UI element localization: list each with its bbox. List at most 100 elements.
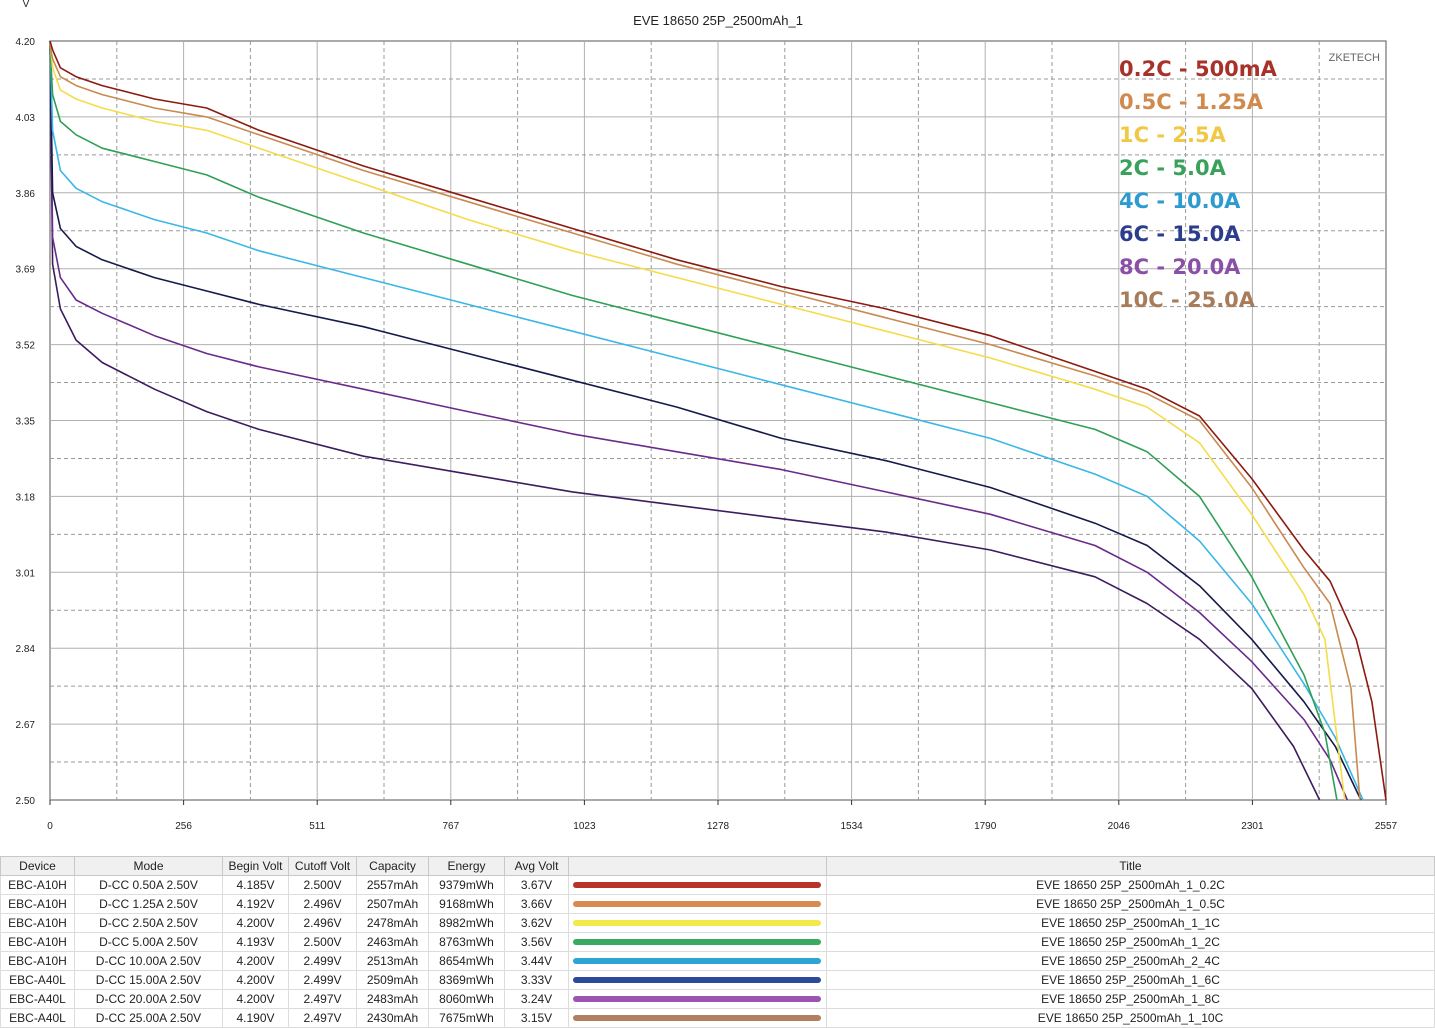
cell-avg-volt: 3.62V [504, 913, 569, 933]
cell-device: EBC-A40L [0, 970, 75, 990]
x-tick-label: 256 [175, 821, 192, 832]
y-tick-label: 3.52 [16, 341, 36, 352]
series-line [49, 40, 1364, 801]
cell-begin-volt: 4.192V [222, 894, 289, 914]
cell-device: EBC-A10H [0, 932, 75, 952]
series-line [49, 40, 1362, 801]
cell-device: EBC-A10H [0, 951, 75, 971]
cell-mode: D-CC 15.00A 2.50V [74, 970, 223, 990]
cell-energy: 8369mWh [428, 970, 505, 990]
cell-energy: 8982mWh [428, 913, 505, 933]
cell-cutoff-volt: 2.497V [288, 1008, 357, 1028]
legend-entry: 1C - 2.5A [1119, 123, 1227, 147]
table-row[interactable]: EBC-A10H D-CC 0.50A 2.50V 4.185V 2.500V 2557… [0, 875, 1435, 895]
table-row[interactable]: EBC-A40L D-CC 20.00A 2.50V 4.200V 2.497V 248… [0, 989, 1435, 1009]
cell-color [568, 1008, 827, 1028]
x-tick-label: 2046 [1108, 821, 1131, 832]
cell-color [568, 951, 827, 971]
table-row[interactable]: EBC-A40L D-CC 25.00A 2.50V 4.190V 2.497V 243… [0, 1008, 1435, 1028]
cell-capacity: 2430mAh [356, 1008, 429, 1028]
cell-energy: 9379mWh [428, 875, 505, 895]
watermark-text: ZKETECH [1329, 52, 1380, 64]
legend-entry: 8C - 20.0A [1119, 255, 1241, 279]
series-line [49, 40, 1349, 801]
cell-mode: D-CC 10.00A 2.50V [74, 951, 223, 971]
cell-mode: D-CC 20.00A 2.50V [74, 989, 223, 1009]
table-row[interactable]: EBC-A10H D-CC 10.00A 2.50V 4.200V 2.499V 251… [0, 951, 1435, 971]
x-tick-label: 2301 [1241, 821, 1264, 832]
series-line [49, 45, 1361, 801]
cell-capacity: 2507mAh [356, 894, 429, 914]
series-line [49, 45, 1338, 801]
cell-capacity: 2463mAh [356, 932, 429, 952]
cell-cutoff-volt: 2.499V [288, 951, 357, 971]
table-row[interactable]: EBC-A10H D-CC 1.25A 2.50V 4.192V 2.496V 2507… [0, 894, 1435, 914]
header-energy[interactable]: Energy [428, 856, 505, 876]
cell-cutoff-volt: 2.499V [288, 970, 357, 990]
cell-title: EVE 18650 25P_2500mAh_1_8C [826, 989, 1435, 1009]
series-color-swatch [573, 996, 821, 1002]
y-tick-label: 4.03 [16, 113, 36, 124]
cell-begin-volt: 4.193V [222, 932, 289, 952]
legend-entry: 0.2C - 500mA [1119, 57, 1278, 81]
y-tick-label: 3.69 [16, 265, 36, 276]
cell-capacity: 2483mAh [356, 989, 429, 1009]
legend-entry: 4C - 10.0A [1119, 189, 1241, 213]
header-color[interactable] [568, 856, 827, 876]
cell-capacity: 2478mAh [356, 913, 429, 933]
table-body: EBC-A10H D-CC 0.50A 2.50V 4.185V 2.500V 2557… [0, 875, 1435, 1028]
x-tick-label: 1023 [573, 821, 596, 832]
header-capacity[interactable]: Capacity [356, 856, 429, 876]
cell-begin-volt: 4.200V [222, 951, 289, 971]
x-tick-label: 0 [47, 821, 53, 832]
cell-energy: 8654mWh [428, 951, 505, 971]
cell-mode: D-CC 5.00A 2.50V [74, 932, 223, 952]
cell-title: EVE 18650 25P_2500mAh_1_10C [826, 1008, 1435, 1028]
cell-title: EVE 18650 25P_2500mAh_1_6C [826, 970, 1435, 990]
header-cutoff-volt[interactable]: Cutoff Volt [288, 856, 357, 876]
table-row[interactable]: EBC-A40L D-CC 15.00A 2.50V 4.200V 2.499V 250… [0, 970, 1435, 990]
y-tick-label: 3.35 [16, 417, 36, 428]
cell-color [568, 970, 827, 990]
y-tick-label: 3.01 [16, 568, 36, 579]
cell-device: EBC-A10H [0, 913, 75, 933]
series-color-swatch [573, 882, 821, 888]
cell-mode: D-CC 2.50A 2.50V [74, 913, 223, 933]
series-color-swatch [573, 1015, 821, 1021]
y-tick-label: 2.67 [16, 720, 36, 731]
results-table: Device Mode Begin Volt Cutoff Volt Capac… [0, 856, 1435, 1028]
header-device[interactable]: Device [0, 856, 75, 876]
cell-begin-volt: 4.200V [222, 913, 289, 933]
cell-begin-volt: 4.190V [222, 1008, 289, 1028]
legend-entry: 6C - 15.0A [1119, 222, 1241, 246]
cell-cutoff-volt: 2.496V [288, 913, 357, 933]
cell-title: EVE 18650 25P_2500mAh_1_2C [826, 932, 1435, 952]
cell-color [568, 913, 827, 933]
cell-energy: 7675mWh [428, 1008, 505, 1028]
header-begin-volt[interactable]: Begin Volt [222, 856, 289, 876]
series-line [49, 40, 1321, 801]
table-row[interactable]: EBC-A10H D-CC 5.00A 2.50V 4.193V 2.500V 2463… [0, 932, 1435, 952]
cell-energy: 8763mWh [428, 932, 505, 952]
cell-color [568, 894, 827, 914]
header-title[interactable]: Title [826, 856, 1435, 876]
header-avg-volt[interactable]: Avg Volt [504, 856, 569, 876]
series-line [49, 40, 1346, 801]
y-tick-label: 2.50 [16, 796, 36, 807]
legend-entry: 2C - 5.0A [1119, 156, 1227, 180]
cell-device: EBC-A40L [0, 1008, 75, 1028]
series-line [49, 40, 1387, 801]
series-color-swatch [573, 939, 821, 945]
header-mode[interactable]: Mode [74, 856, 223, 876]
cell-energy: 9168mWh [428, 894, 505, 914]
table-row[interactable]: EBC-A10H D-CC 2.50A 2.50V 4.200V 2.496V 2478… [0, 913, 1435, 933]
cell-title: EVE 18650 25P_2500mAh_1_1C [826, 913, 1435, 933]
x-tick-label: 511 [309, 821, 325, 832]
cell-capacity: 2557mAh [356, 875, 429, 895]
cell-cutoff-volt: 2.500V [288, 932, 357, 952]
y-tick-label: 4.20 [16, 37, 36, 48]
cell-color [568, 989, 827, 1009]
cell-color [568, 932, 827, 952]
cell-begin-volt: 4.200V [222, 989, 289, 1009]
series-color-swatch [573, 920, 821, 926]
